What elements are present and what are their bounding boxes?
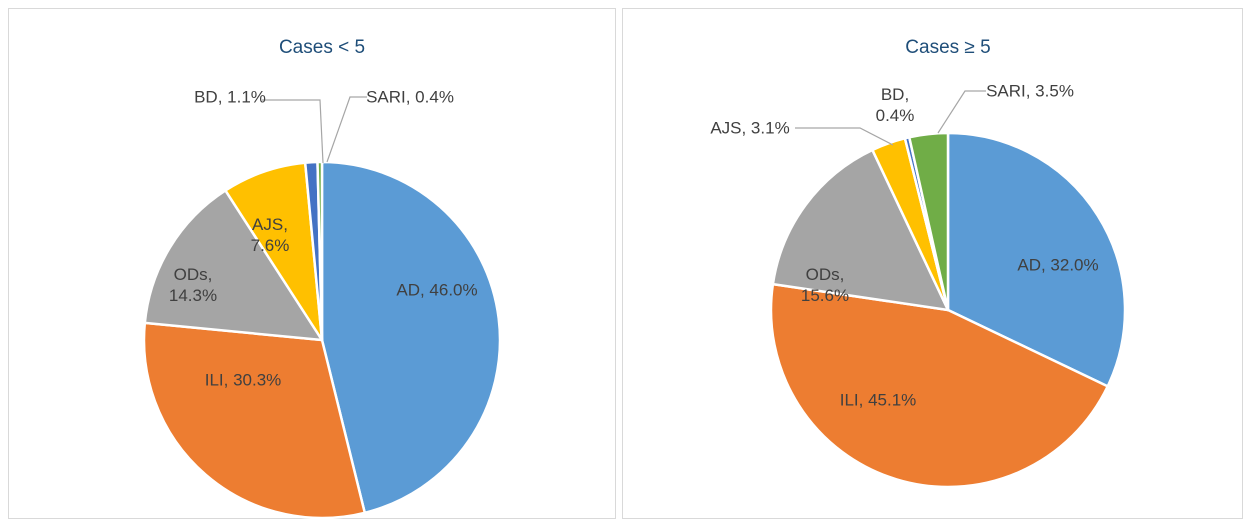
data-label: SARI, 0.4% xyxy=(366,87,454,107)
chart-title: Cases < 5 xyxy=(278,37,366,58)
leader-line xyxy=(326,96,367,163)
chart-title: Cases ≥ 5 xyxy=(905,37,991,58)
pie-slice xyxy=(908,131,950,312)
data-label: AD, 46.0% xyxy=(396,280,478,300)
pie-slice xyxy=(142,321,367,520)
data-label: AJS, 3.1% xyxy=(710,118,790,138)
pie-slice xyxy=(771,148,950,312)
pie-slice xyxy=(316,160,324,342)
leader-line xyxy=(262,99,324,164)
data-label: BD, 0.4% xyxy=(875,85,915,125)
leader-line xyxy=(795,127,894,146)
pie-slice xyxy=(143,189,324,342)
data-label: AD, 32.0% xyxy=(1017,255,1099,275)
pie-slice xyxy=(769,282,1109,489)
pie-slice xyxy=(320,160,502,515)
data-label: ODs, 15.6% xyxy=(800,265,850,305)
data-label: ODs, 14.3% xyxy=(168,265,218,305)
data-label: ILI, 45.1% xyxy=(839,390,917,410)
data-label: SARI, 3.5% xyxy=(986,81,1074,101)
data-label: ILI, 30.3% xyxy=(204,370,282,390)
leader-line xyxy=(937,90,986,134)
data-label: BD, 1.1% xyxy=(194,87,266,107)
pie-slice xyxy=(946,131,1127,388)
data-label: AJS, 7.6% xyxy=(250,215,290,255)
